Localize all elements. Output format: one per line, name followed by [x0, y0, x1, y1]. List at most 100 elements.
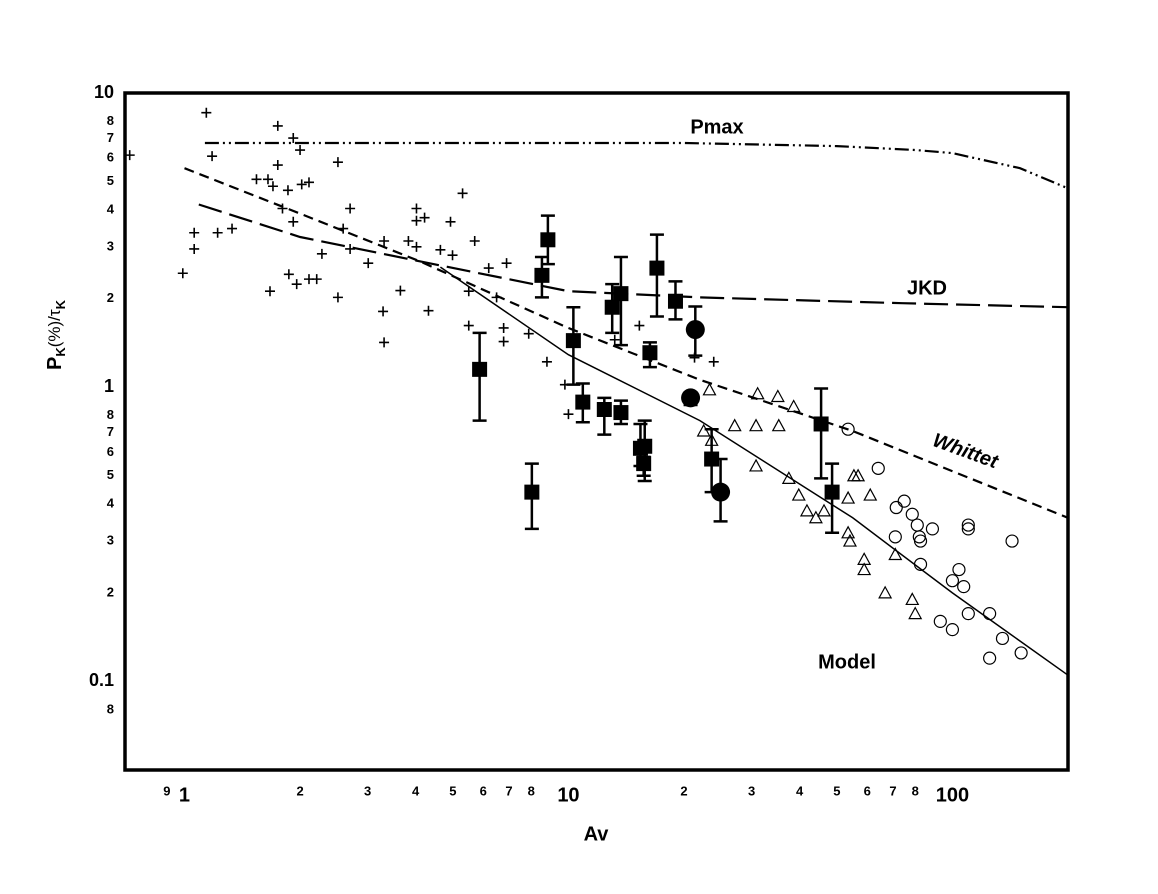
- square-marker: [472, 361, 488, 377]
- x-tick-label: 6: [864, 783, 871, 798]
- y-tick-label: 4: [107, 202, 115, 217]
- square-marker: [565, 333, 581, 349]
- x-tick-label: 3: [364, 783, 371, 798]
- x-tick-label: 8: [528, 783, 535, 798]
- plus-marker: [189, 243, 200, 254]
- plus-marker: [272, 120, 283, 131]
- x-tick-label: 7: [889, 783, 896, 798]
- y-tick-label: 0.1: [89, 670, 114, 690]
- plus-marker: [345, 203, 356, 214]
- plus-marker: [332, 292, 343, 303]
- y-axis-label: PK(%)/τK: [44, 299, 68, 370]
- plus-marker: [447, 250, 458, 261]
- plus-marker: [264, 286, 275, 297]
- plus-marker: [563, 409, 574, 420]
- triangle-marker: [704, 433, 719, 446]
- plus-marker: [395, 285, 406, 296]
- plus-marker: [262, 174, 273, 185]
- y-tick-label: 5: [107, 467, 114, 482]
- open-circle-marker: [925, 522, 940, 536]
- plus-marker: [296, 179, 307, 190]
- plus-marker: [227, 223, 238, 234]
- x-axis-label: Av: [584, 823, 610, 845]
- triangle-marker: [888, 547, 903, 561]
- y-tick-label: 6: [107, 444, 114, 459]
- square-marker: [524, 484, 540, 500]
- square-marker: [642, 345, 658, 361]
- open-circle-marker: [961, 607, 975, 621]
- curve: [184, 167, 1069, 519]
- x-tick-label: 100: [936, 784, 969, 806]
- x-tick-label: 1: [179, 784, 190, 806]
- y-tick-label: 3: [107, 238, 114, 253]
- circle-marker: [685, 320, 705, 340]
- curve: [204, 141, 1069, 190]
- y-tick-label: 1: [104, 376, 114, 396]
- y-tick-label: 7: [107, 130, 114, 145]
- plus-marker: [523, 328, 534, 339]
- triangle-marker: [786, 399, 801, 413]
- open-circle-marker: [957, 580, 971, 594]
- open-circle-marker: [983, 607, 997, 621]
- circle-marker: [681, 388, 701, 408]
- y-tick-label: 3: [107, 532, 114, 547]
- triangle-marker: [816, 503, 832, 517]
- square-marker: [613, 405, 629, 421]
- open-circle-marker: [888, 530, 902, 544]
- x-tick-label: 5: [449, 783, 456, 798]
- plus-marker: [609, 334, 620, 345]
- plus-marker: [212, 227, 223, 238]
- x-tick-label: 2: [296, 783, 303, 798]
- open-circle-marker: [945, 574, 960, 588]
- square-marker: [534, 267, 550, 283]
- y-tick-label: 2: [107, 290, 114, 305]
- plus-marker: [311, 274, 322, 285]
- plus-marker: [201, 107, 212, 118]
- x-tick-label: 4: [412, 783, 420, 798]
- x-tick-label: 5: [833, 783, 840, 798]
- triangle-marker: [696, 423, 711, 437]
- triangle-marker: [702, 382, 717, 396]
- x-tick-label: 10: [557, 784, 579, 806]
- curve: [198, 203, 1069, 309]
- plus-marker: [419, 212, 430, 223]
- plus-marker: [177, 268, 188, 279]
- plus-marker: [345, 243, 356, 254]
- plus-marker: [267, 181, 278, 192]
- plot-frame: [123, 91, 1070, 772]
- y-axis-label-part: K: [53, 347, 68, 357]
- x-tick-label: 7: [505, 783, 512, 798]
- y-tick-label: 4: [107, 496, 115, 511]
- open-circle-marker: [945, 623, 960, 637]
- plus-marker: [283, 269, 294, 280]
- y-tick-label: 10: [94, 82, 114, 102]
- triangle-marker: [908, 606, 923, 620]
- plus-marker: [379, 236, 390, 247]
- y-tick-label: 8: [107, 701, 114, 716]
- triangle-marker: [781, 471, 796, 484]
- plus-marker: [498, 336, 509, 347]
- plus-marker: [457, 188, 468, 199]
- triangle-marker: [791, 487, 806, 501]
- plus-marker: [445, 216, 456, 227]
- triangle-marker: [749, 418, 764, 432]
- plus-marker: [251, 174, 262, 185]
- plus-marker: [207, 151, 218, 162]
- plus-marker: [291, 279, 302, 290]
- open-circle-marker: [995, 631, 1010, 646]
- x-tick-label: 2: [680, 783, 687, 798]
- curve-label: Model: [818, 651, 876, 673]
- plus-marker: [277, 203, 288, 214]
- plus-marker: [411, 241, 422, 252]
- curve-label: Whittet: [930, 429, 1002, 473]
- open-circle-marker: [961, 522, 975, 536]
- curve-label: JKD: [907, 277, 947, 299]
- y-tick-label: 2: [107, 584, 114, 599]
- y-axis-label-part: K: [53, 299, 68, 309]
- y-tick-label: 8: [107, 113, 114, 128]
- triangle-marker: [863, 487, 878, 501]
- triangle-marker: [727, 418, 742, 432]
- square-marker: [636, 456, 652, 472]
- open-circle-marker: [1005, 534, 1019, 548]
- y-tick-label: 6: [107, 150, 114, 165]
